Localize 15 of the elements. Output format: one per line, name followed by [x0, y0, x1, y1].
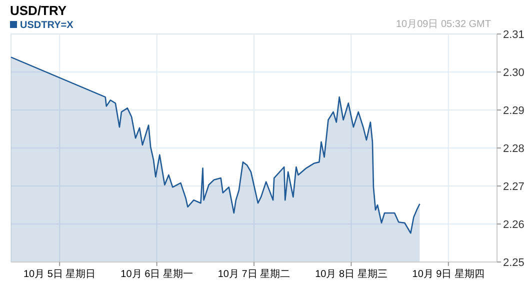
- x-tick-label: 10月 7日 星期二: [218, 268, 290, 280]
- y-tick-label: 2.26: [503, 219, 524, 231]
- y-tick-label: 2.29: [503, 105, 524, 117]
- chart-title: USD/TRY: [10, 3, 67, 18]
- y-tick-label: 2.25: [503, 257, 524, 269]
- legend-label: USDTRY=X: [20, 20, 74, 31]
- x-tick-label: 10月 9日 星期四: [412, 268, 485, 280]
- y-tick-label: 2.28: [503, 143, 524, 155]
- x-tick-label: 10月 6日 星期一: [120, 268, 193, 280]
- y-tick-label: 2.31: [503, 29, 524, 41]
- text: 10月09日 05:32 GMT: [396, 19, 491, 30]
- y-tick-label: 2.27: [503, 181, 524, 193]
- y-tick-label: 2.30: [503, 67, 524, 79]
- x-tick-label: 10月 8日 星期三: [315, 268, 388, 280]
- x-tick-label: 10月 5日 星期日: [23, 268, 96, 280]
